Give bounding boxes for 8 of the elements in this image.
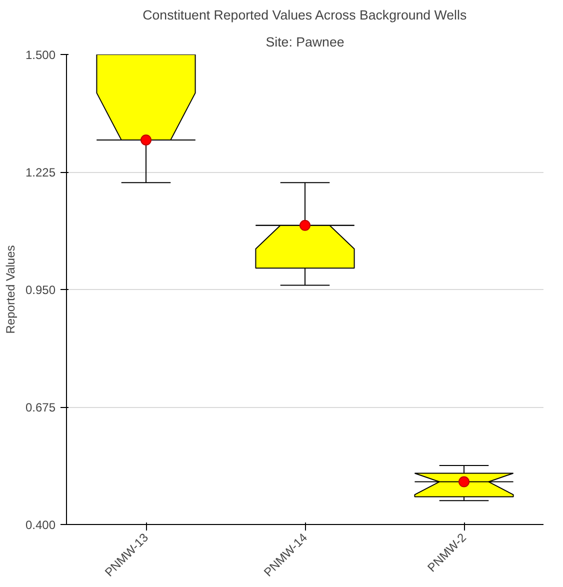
y-tick-label: 0.675 [25, 400, 56, 414]
y-tick-label: 1.225 [25, 166, 56, 180]
y-axis-title: Reported Values [3, 245, 18, 334]
chart-title: Constituent Reported Values Across Background Wells [142, 8, 467, 22]
y-tick-label: 0.950 [25, 283, 56, 297]
y-tick-label: 1.500 [25, 48, 56, 62]
y-tick-label: 0.400 [25, 518, 56, 532]
chart-subtitle: Site: Pawnee [266, 34, 344, 50]
